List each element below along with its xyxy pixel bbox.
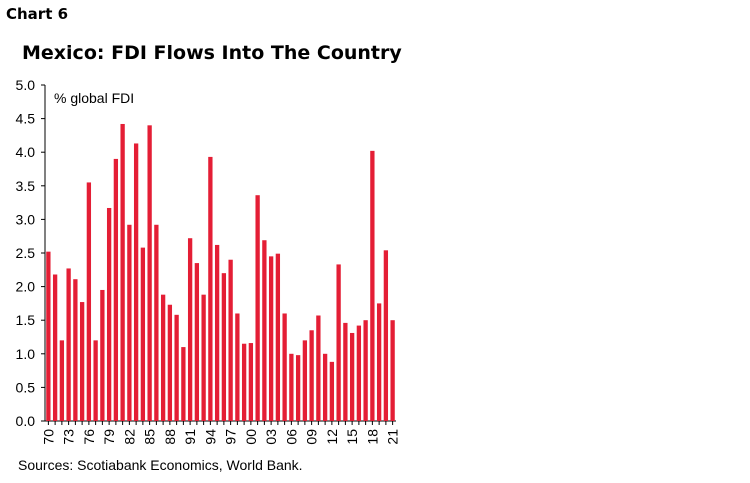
bar-2006 <box>289 353 294 421</box>
bar-1974 <box>73 279 78 421</box>
bar-1983 <box>133 143 139 422</box>
x-tick-label: 12 <box>324 429 340 445</box>
y-tick-label: 2.5 <box>16 245 36 261</box>
x-axis: 70 73 76 79 82 85 88 91 94 97 00 03 06 09 12 15 18 21 <box>40 420 401 445</box>
bar-1996 <box>221 273 227 421</box>
bar-2016 <box>356 325 362 421</box>
bar-1999 <box>241 343 247 421</box>
bar-2010 <box>316 315 321 421</box>
bar-1972 <box>59 340 65 421</box>
x-tick-label: 21 <box>385 429 401 445</box>
x-tick-label: 94 <box>202 429 218 445</box>
y-tick-label: 3.0 <box>16 211 36 227</box>
x-tick-label: 88 <box>162 429 178 445</box>
bar-1971 <box>52 274 58 421</box>
x-tick-label: 15 <box>344 429 360 445</box>
chart-title: Mexico: FDI Flows Into The Country <box>22 42 402 64</box>
x-tick-label: 03 <box>263 429 279 445</box>
bar-2021 <box>390 320 395 421</box>
x-tick-label: 85 <box>142 429 158 445</box>
bar-1985 <box>147 125 152 421</box>
x-tick-label: 91 <box>182 429 198 445</box>
bar-2004 <box>275 253 281 421</box>
bar-1986 <box>154 224 159 421</box>
y-tick-label: 4.5 <box>16 111 36 127</box>
bar-1995 <box>214 244 220 421</box>
bar-1978 <box>100 289 105 421</box>
bar-2009 <box>309 330 314 421</box>
x-tick-label: 76 <box>81 429 97 445</box>
bar-2003 <box>268 256 274 421</box>
x-tick-label: 79 <box>101 429 117 445</box>
bars <box>46 123 395 422</box>
bar-2017 <box>363 320 368 421</box>
y-tick-label: 1.0 <box>16 346 36 362</box>
bar-1987 <box>160 294 166 421</box>
bar-1998 <box>235 313 240 421</box>
bar-1993 <box>201 294 206 421</box>
x-tick-label: 09 <box>304 429 320 445</box>
bar-2011 <box>322 353 328 421</box>
bar-2007 <box>295 355 301 421</box>
x-tick-label: 18 <box>364 429 380 445</box>
y-tick-label: 5.0 <box>16 77 36 93</box>
bar-2013 <box>336 264 341 421</box>
bar-1989 <box>174 314 179 421</box>
chart-number-label: Chart 6 <box>6 5 69 23</box>
bar-2012 <box>329 361 335 421</box>
bar-1984 <box>140 247 146 421</box>
bar-2019 <box>376 303 382 421</box>
x-tick-label: 97 <box>223 429 239 445</box>
y-axis: 0.0 0.5 1.0 1.5 2.0 2.5 3.0 3.5 4.0 4.5 5.0 <box>16 77 46 429</box>
x-tick-label: 82 <box>121 429 137 445</box>
y-tick-label: 0.0 <box>16 413 36 429</box>
source-note: Sources: Scotiabank Economics, World Ban… <box>18 457 303 473</box>
y-tick-label: 2.0 <box>16 279 36 295</box>
bar-2008 <box>302 340 308 421</box>
y-axis-unit-label: % global FDI <box>54 90 134 106</box>
bar-1992 <box>194 263 200 421</box>
bar-1994 <box>208 156 213 422</box>
bar-1976 <box>86 182 92 421</box>
bar-2002 <box>262 240 267 421</box>
bar-2000 <box>248 343 254 421</box>
x-tick-label: 73 <box>61 429 77 445</box>
y-tick-label: 3.5 <box>16 178 36 194</box>
bar-1973 <box>66 268 71 421</box>
y-tick-label: 1.5 <box>16 312 36 328</box>
bar-1982 <box>127 224 132 421</box>
bar-2018 <box>370 150 375 421</box>
y-tick-label: 4.0 <box>16 144 36 160</box>
x-tick-label: 00 <box>243 429 259 445</box>
bar-1991 <box>187 238 193 421</box>
bar-2015 <box>349 332 355 421</box>
bar-1970 <box>46 251 51 421</box>
bar-1997 <box>228 259 233 421</box>
bar-2014 <box>343 322 348 421</box>
bar-1980 <box>113 158 119 422</box>
bar-2001 <box>255 195 260 421</box>
x-tick-label: 70 <box>40 429 56 445</box>
bar-1977 <box>93 340 98 421</box>
x-tick-label: 06 <box>283 429 299 445</box>
bar-1990 <box>181 347 186 421</box>
bar-1988 <box>167 304 173 421</box>
bar-2005 <box>282 313 287 421</box>
bar-1975 <box>79 302 85 421</box>
bar-2020 <box>383 250 389 421</box>
bar-1979 <box>106 207 112 421</box>
bar-1981 <box>120 123 125 421</box>
y-tick-label: 0.5 <box>16 379 36 395</box>
